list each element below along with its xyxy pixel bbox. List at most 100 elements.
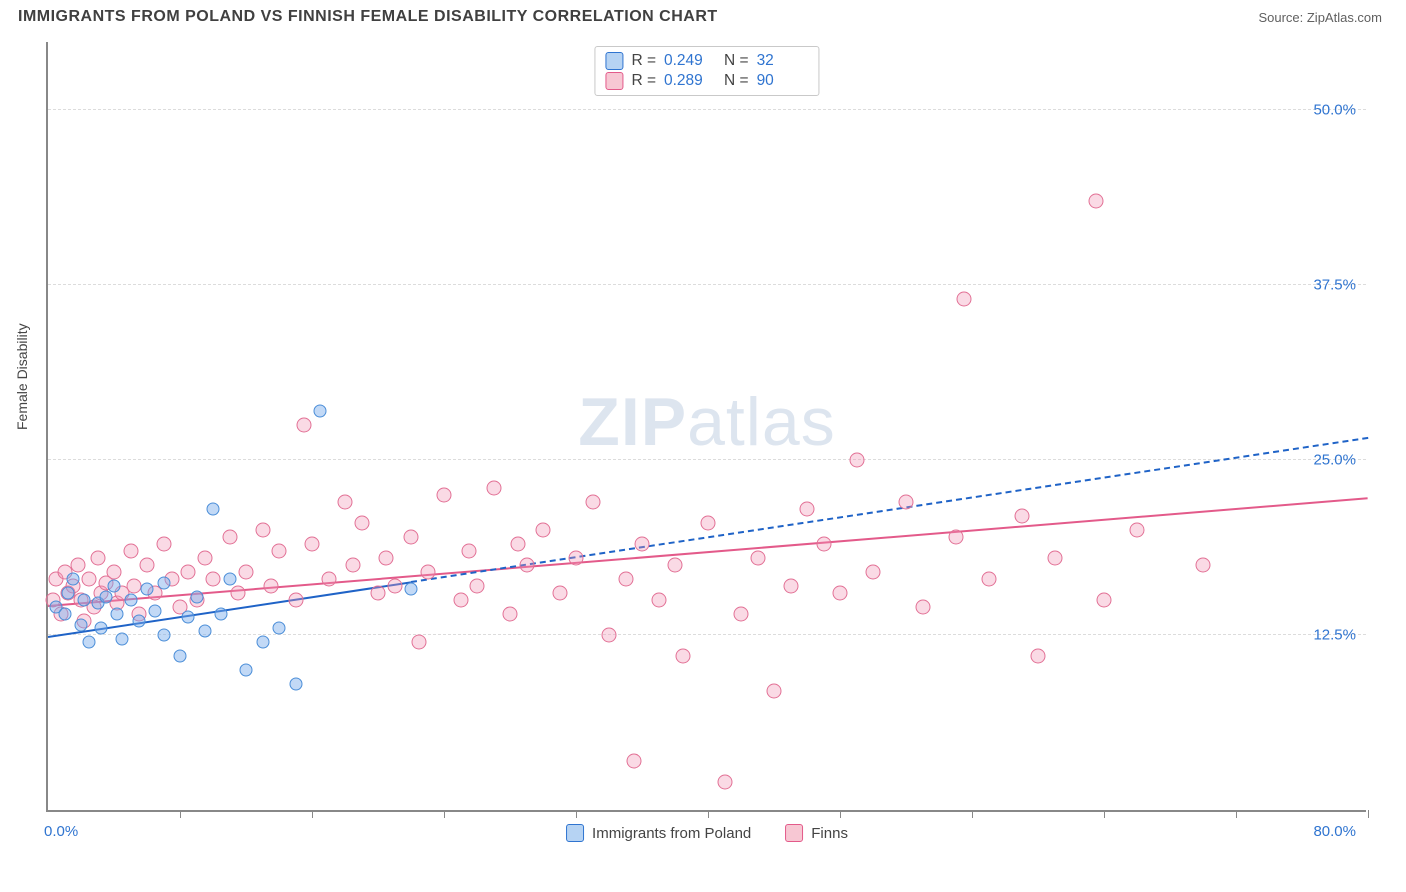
finns-point (338, 495, 353, 510)
x-tick (1368, 810, 1369, 818)
series-legend-item: Immigrants from Poland (566, 824, 751, 842)
finns-point (602, 628, 617, 643)
x-tick (180, 810, 181, 818)
finns-point (626, 754, 641, 769)
correlation-legend-row: R =0.289N =90 (605, 71, 808, 91)
finns-point (82, 572, 97, 587)
x-tick (972, 810, 973, 818)
finns-point (371, 586, 386, 601)
finns-point (296, 418, 311, 433)
gridline (48, 459, 1366, 460)
r-label: R = (631, 72, 656, 90)
finns-point (305, 537, 320, 552)
finns-point (511, 537, 526, 552)
finns-point (569, 551, 584, 566)
x-tick (312, 810, 313, 818)
chart-title: IMMIGRANTS FROM POLAND VS FINNISH FEMALE… (18, 8, 718, 26)
n-label: N = (724, 72, 749, 90)
finns-point (239, 565, 254, 580)
n-value: 32 (757, 52, 809, 70)
x-tick (840, 810, 841, 818)
poland-point (157, 629, 170, 642)
finns-point (412, 635, 427, 650)
finns-point (197, 551, 212, 566)
poland-point (116, 633, 129, 646)
finns-point (437, 488, 452, 503)
finns-point (585, 495, 600, 510)
finns-point (346, 558, 361, 573)
finns-point (981, 572, 996, 587)
finns-point (866, 565, 881, 580)
watermark-zip: ZIP (578, 384, 687, 460)
poland-point (198, 624, 211, 637)
finns-point (288, 593, 303, 608)
chart-header: IMMIGRANTS FROM POLAND VS FINNISH FEMALE… (0, 0, 1406, 30)
finns-point (816, 537, 831, 552)
correlation-legend-row: R =0.249N =32 (605, 51, 808, 71)
finns-point (255, 523, 270, 538)
gridline (48, 109, 1366, 110)
y-tick-label: 50.0% (1313, 102, 1356, 119)
series-legend-label: Immigrants from Poland (592, 825, 751, 842)
source-attribution: Source: ZipAtlas.com (1258, 10, 1382, 25)
poland-point (240, 664, 253, 677)
poland-point (273, 622, 286, 635)
y-tick-label: 37.5% (1313, 277, 1356, 294)
finns-point (536, 523, 551, 538)
finns-point (767, 684, 782, 699)
poland-point (182, 610, 195, 623)
x-tick (576, 810, 577, 818)
poland-point (83, 636, 96, 649)
series-legend-label: Finns (811, 825, 848, 842)
poland-point (58, 608, 71, 621)
finns-point (404, 530, 419, 545)
poland-point (149, 605, 162, 618)
finns-point (915, 600, 930, 615)
finns-point (948, 530, 963, 545)
poland-point (174, 650, 187, 663)
finns-point (668, 558, 683, 573)
y-tick-label: 25.0% (1313, 452, 1356, 469)
source-name: ZipAtlas.com (1307, 10, 1382, 25)
finns-point (519, 558, 534, 573)
finns-point (107, 565, 122, 580)
poland-point (314, 405, 327, 418)
n-label: N = (724, 52, 749, 70)
finns-point (379, 551, 394, 566)
poland-point (190, 591, 203, 604)
watermark: ZIPatlas (578, 383, 835, 461)
finns-point (1196, 558, 1211, 573)
poland-point (75, 619, 88, 632)
y-tick-label: 12.5% (1313, 627, 1356, 644)
finns-point (701, 516, 716, 531)
poland-point (215, 608, 228, 621)
finns-point (1047, 551, 1062, 566)
legend-swatch (566, 824, 584, 842)
legend-swatch (605, 72, 623, 90)
poland-point (78, 594, 91, 607)
poland-point (99, 591, 112, 604)
gridline (48, 634, 1366, 635)
finns-point (486, 481, 501, 496)
finns-point (899, 495, 914, 510)
source-prefix: Source: (1258, 10, 1306, 25)
finns-point (453, 593, 468, 608)
finns-point (420, 565, 435, 580)
finns-point (717, 775, 732, 790)
n-value: 90 (757, 72, 809, 90)
legend-swatch (605, 52, 623, 70)
finns-point (1097, 593, 1112, 608)
finns-point (90, 551, 105, 566)
poland-point (141, 582, 154, 595)
finns-point (321, 572, 336, 587)
finns-point (1130, 523, 1145, 538)
finns-point (750, 551, 765, 566)
poland-point (108, 580, 121, 593)
finns-point (126, 579, 141, 594)
finns-point (354, 516, 369, 531)
finns-point (618, 572, 633, 587)
finns-point (222, 530, 237, 545)
legend-swatch (785, 824, 803, 842)
poland-point (157, 577, 170, 590)
x-tick (708, 810, 709, 818)
